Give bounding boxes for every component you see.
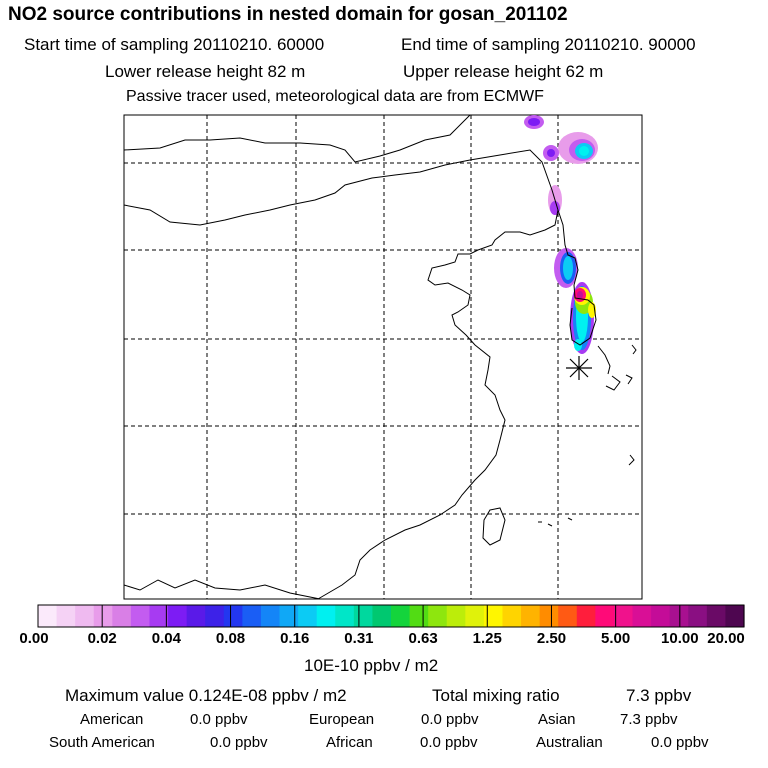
- colorbar-tick-label: 1.25: [472, 630, 502, 647]
- colorbar-cell: [521, 605, 541, 627]
- region-value: 0.0 ppbv: [421, 711, 479, 728]
- colorbar-cell: [706, 605, 727, 627]
- lower-release-height: Lower release height 82 m: [105, 62, 306, 81]
- colorbar-cell: [38, 605, 58, 627]
- region-name: Asian: [538, 711, 576, 728]
- colorbar-cell: [93, 605, 113, 627]
- colorbar-tick-label: 20.00: [707, 630, 745, 647]
- colorbar-tick-label: 0.63: [408, 630, 438, 647]
- colorbar-cell: [112, 605, 132, 627]
- colorbar-cell: [446, 605, 466, 627]
- colorbar-cell: [149, 605, 169, 627]
- colorbar-tick-label: 0.16: [280, 630, 310, 647]
- receptor-site-marker: [566, 356, 592, 380]
- colorbar-tick-label: 10.00: [661, 630, 699, 647]
- region-value: 0.0 ppbv: [190, 711, 248, 728]
- map-title: NO2 source contributions in nested domai…: [8, 4, 568, 25]
- colorbar-cell: [242, 605, 262, 627]
- colorbar-cell: [391, 605, 411, 627]
- colorbar-cell: [669, 605, 689, 627]
- colorbar-cell: [558, 605, 578, 627]
- region-value: 0.0 ppbv: [210, 734, 268, 751]
- maximum-value: Maximum value 0.124E-08 ppbv / m2: [65, 686, 347, 705]
- colorbar-tick-label: 0.08: [215, 630, 246, 647]
- lat-lon-grid: [124, 115, 642, 599]
- colorbar-cell: [428, 605, 448, 627]
- colorbar-tick-label: 2.50: [536, 630, 567, 647]
- region-name: European: [309, 711, 375, 728]
- colorbar-tick-label: 0.02: [87, 630, 117, 647]
- colorbar-cell: [279, 605, 299, 627]
- concentration-plume: [524, 115, 598, 354]
- colorbar-cell: [335, 605, 355, 627]
- colorbar-cell: [353, 605, 374, 627]
- colorbar-cell: [409, 605, 429, 627]
- colorbar-tick-label: 0.04: [151, 630, 181, 647]
- colorbar-cell: [56, 605, 76, 627]
- region-value: 7.3 ppbv: [620, 711, 678, 728]
- colorbar-cell: [260, 605, 281, 627]
- tracer-note: Passive tracer used, meteorological data…: [126, 88, 544, 105]
- colorbar-cell: [632, 605, 652, 627]
- colorbar-tick-label: 0.00: [19, 630, 49, 647]
- colorbar-unit: 10E-10 ppbv / m2: [304, 656, 439, 675]
- colorbar-cell: [539, 605, 559, 627]
- colorbar-cell: [483, 605, 504, 627]
- colorbar-cell: [465, 605, 485, 627]
- colorbar-cell: [75, 605, 95, 627]
- region-value: 0.0 ppbv: [651, 734, 709, 751]
- colorbar-cell: [186, 605, 206, 627]
- total-mixing-ratio-value: 7.3 ppbv: [626, 686, 692, 705]
- region-value: 0.0 ppbv: [420, 734, 478, 751]
- colorbar-cell: [298, 605, 318, 627]
- colorbar-cell: [316, 605, 336, 627]
- region-name: South American: [49, 734, 155, 751]
- colorbar-cell: [725, 605, 745, 627]
- colorbar-cell: [372, 605, 392, 627]
- colorbar-cell: [205, 605, 225, 627]
- region-name: African: [326, 734, 373, 751]
- colorbar-frame: [37, 604, 745, 628]
- colorbar-cell: [613, 605, 634, 627]
- upper-release-height: Upper release height 62 m: [403, 62, 604, 81]
- total-mixing-ratio-label: Total mixing ratio: [432, 686, 560, 705]
- colorbar-cell: [223, 605, 243, 627]
- colorbar-cell: [688, 605, 708, 627]
- colorbar-cell: [502, 605, 522, 627]
- colorbar-cell: [595, 605, 615, 627]
- colorbar-cell: [168, 605, 188, 627]
- colorbar-tick-label: 0.31: [344, 630, 374, 647]
- colorbar-cell: [130, 605, 151, 627]
- colorbar-cell: [576, 605, 596, 627]
- region-name: American: [80, 711, 144, 728]
- colorbar-tick-label: 5.00: [601, 630, 631, 647]
- start-time-label: Start time of sampling 20110210. 60000: [24, 35, 325, 54]
- end-time-label: End time of sampling 20110210. 90000: [401, 35, 696, 54]
- region-name: Australian: [536, 734, 603, 751]
- coastlines: [123, 114, 637, 600]
- colorbar-cell: [651, 605, 671, 627]
